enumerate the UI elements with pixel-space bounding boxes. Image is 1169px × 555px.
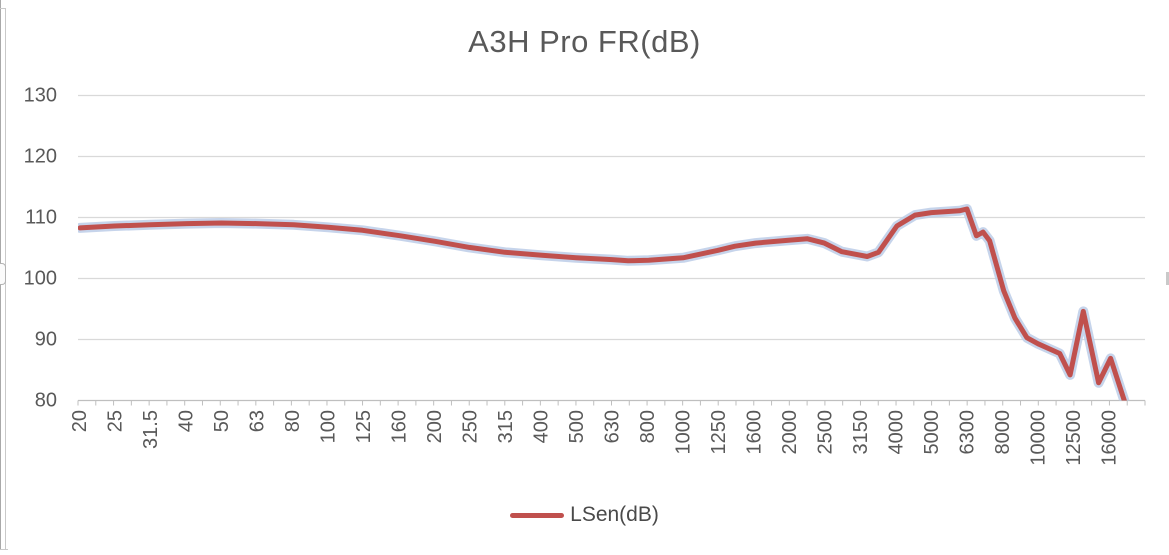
x-axis-label: 25 xyxy=(105,410,127,432)
x-axis-label: 20 xyxy=(69,410,91,432)
y-axis-label: 100 xyxy=(24,268,57,290)
pane-edge-corner xyxy=(0,8,6,9)
x-axis-label: 2500 xyxy=(815,410,837,455)
x-axis-label: 40 xyxy=(176,410,198,432)
x-axis-label: 315 xyxy=(495,410,517,443)
x-axis-label: 3150 xyxy=(850,410,872,455)
pane-splitter-handle-left[interactable] xyxy=(0,263,6,285)
x-axis-label: 250 xyxy=(460,410,482,443)
x-axis-label: 800 xyxy=(637,410,659,443)
x-axis-label: 63 xyxy=(247,410,269,432)
x-axis-label: 80 xyxy=(282,410,304,432)
y-axis-label: 120 xyxy=(24,146,57,168)
x-axis-label: 1250 xyxy=(708,410,730,455)
pane-edge-bottom xyxy=(0,549,8,550)
x-axis-label: 1000 xyxy=(673,410,695,455)
x-axis-label: 5000 xyxy=(921,410,943,455)
chart-title: A3H Pro FR(dB) xyxy=(468,24,701,59)
x-axis-label: 31.5 xyxy=(140,410,162,449)
x-axis-label: 100 xyxy=(318,410,340,443)
x-axis-label: 12500 xyxy=(1063,410,1085,466)
fr-curve xyxy=(78,206,1127,401)
x-axis-label: 4000 xyxy=(886,410,908,455)
legend-label: LSen(dB) xyxy=(570,503,659,526)
x-axis-label: 630 xyxy=(602,410,624,443)
x-axis-label: 200 xyxy=(424,410,446,443)
x-axis-label: 2000 xyxy=(779,410,801,455)
y-axis-label: 110 xyxy=(25,207,57,229)
pane-splitter-handle-right[interactable] xyxy=(1166,272,1169,285)
x-axis-label: 8000 xyxy=(992,410,1014,455)
x-axis-label: 125 xyxy=(353,410,375,443)
legend-line-icon xyxy=(510,512,565,518)
x-axis-label: 1600 xyxy=(744,410,766,455)
x-axis-label: 6300 xyxy=(957,410,979,455)
y-axis-label: 130 xyxy=(24,85,57,107)
x-axis-label: 10000 xyxy=(1028,410,1050,466)
y-axis-label: 90 xyxy=(35,329,57,351)
fr-curve-halo xyxy=(78,204,1130,401)
x-axis-label: 50 xyxy=(211,410,233,432)
x-axis-label: 400 xyxy=(531,410,553,443)
x-axis-label: 160 xyxy=(389,410,411,443)
x-axis-label: 500 xyxy=(566,410,588,443)
x-axis-label: 16000 xyxy=(1099,410,1121,466)
legend: LSen(dB) xyxy=(0,503,1169,527)
y-axis-label: 80 xyxy=(35,390,57,412)
